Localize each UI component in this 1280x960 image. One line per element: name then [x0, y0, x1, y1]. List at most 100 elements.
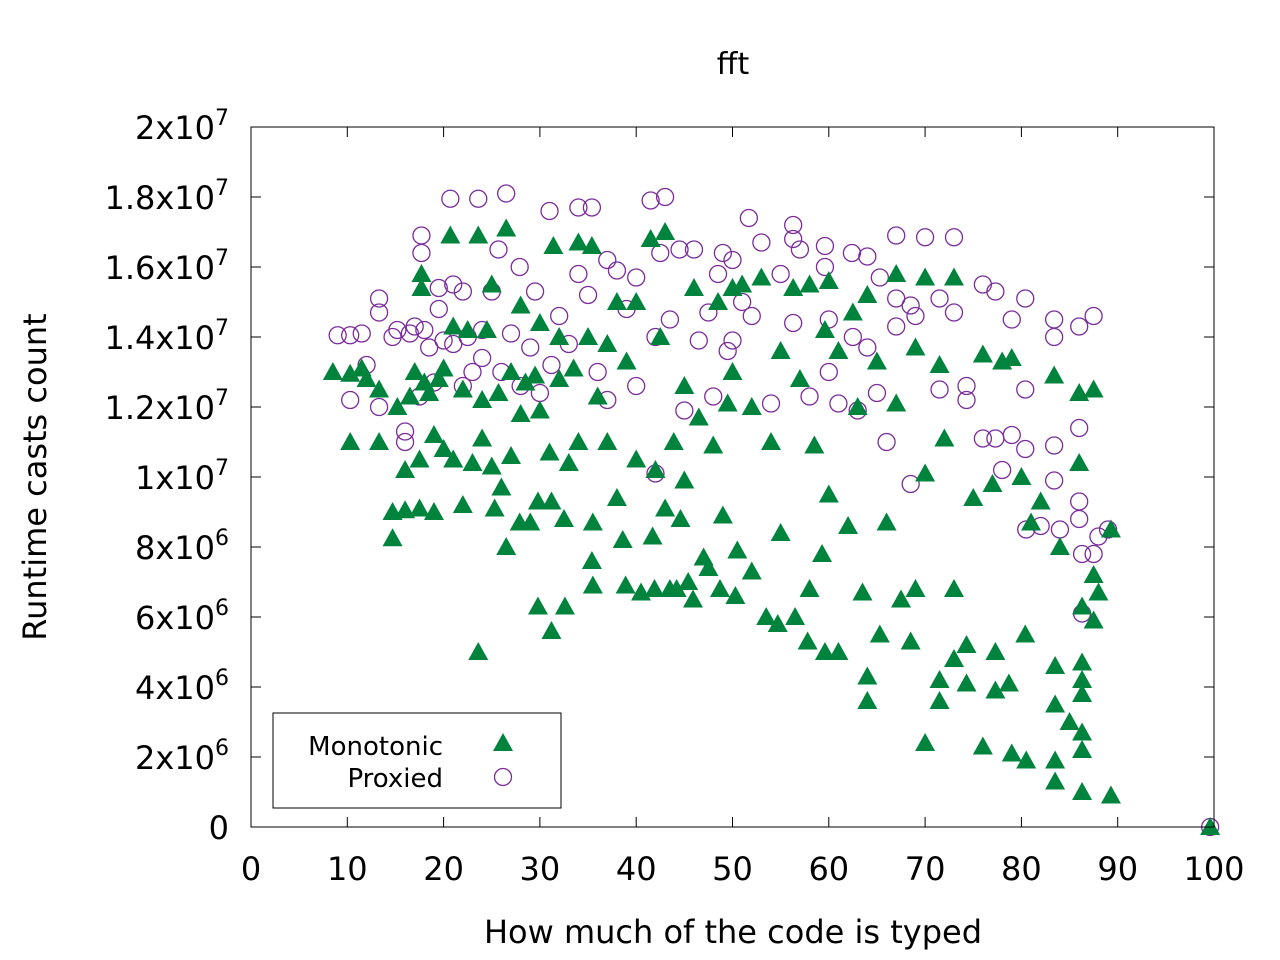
y-tick-label: 1x107: [135, 456, 229, 497]
proxied-point: [689, 331, 708, 350]
monotonic-point: [838, 516, 859, 534]
monotonic-point: [785, 607, 806, 625]
proxied-point: [713, 243, 733, 263]
monotonic-point: [1016, 750, 1037, 769]
legend: Monotonic Proxied: [272, 712, 562, 809]
proxied-point: [569, 264, 588, 284]
proxied-point: [784, 215, 803, 235]
monotonic-point: [382, 528, 403, 547]
monotonic-point: [395, 500, 416, 519]
x-tick-label: 60: [808, 850, 849, 888]
monotonic-point: [1072, 670, 1093, 688]
proxied-point: [1084, 306, 1103, 326]
monotonic-point: [1200, 817, 1221, 835]
monotonic-point: [804, 435, 825, 454]
legend-triangle-icon: [493, 733, 513, 751]
monotonic-point: [582, 512, 603, 531]
proxied-point: [1070, 418, 1089, 438]
monotonic-point: [650, 327, 671, 345]
monotonic-point: [688, 407, 709, 426]
proxied-point: [986, 282, 1005, 301]
monotonic-point: [797, 631, 818, 650]
monotonic-point: [558, 453, 579, 471]
proxied-point: [761, 394, 781, 413]
proxied-point: [627, 376, 646, 396]
proxied-point: [887, 289, 906, 308]
monotonic-point: [1001, 743, 1022, 762]
proxied-point: [588, 362, 607, 382]
monotonic-point: [799, 579, 820, 597]
y-tick-label: 2x106: [135, 736, 229, 777]
proxied-point: [870, 268, 889, 287]
monotonic-point: [915, 733, 936, 751]
y-tick-label: 1.4x107: [104, 316, 229, 357]
proxied-point: [992, 460, 1012, 480]
monotonic-point: [488, 383, 509, 401]
monotonic-point: [1072, 722, 1093, 741]
monotonic-point: [409, 449, 430, 468]
proxied-point: [1072, 544, 1092, 564]
monotonic-point: [818, 271, 839, 289]
monotonic-point: [340, 363, 361, 382]
monotonic-point: [563, 358, 584, 377]
proxied-point: [887, 226, 906, 245]
monotonic-point: [423, 425, 444, 443]
proxied-point: [708, 264, 728, 284]
monotonic-point: [462, 453, 483, 471]
proxied-point: [815, 236, 835, 256]
proxied-point: [771, 264, 790, 284]
monotonic-point: [655, 222, 676, 240]
monotonic-point: [929, 691, 950, 709]
monotonic-point: [1059, 712, 1080, 730]
monotonic-point: [543, 236, 564, 254]
proxied-point: [542, 355, 561, 375]
monotonic-point: [886, 264, 907, 282]
proxied-point: [1044, 327, 1064, 347]
monotonic-point: [929, 670, 950, 688]
legend-label-proxied: Proxied: [347, 764, 443, 794]
x-tick-label: 30: [520, 850, 561, 888]
monotonic-point: [915, 267, 936, 286]
chart-title: fft: [717, 47, 750, 82]
legend-label-monotonic: Monotonic: [308, 732, 443, 762]
plot-area-border: [250, 126, 1215, 828]
proxied-point: [867, 383, 887, 403]
proxied-point: [901, 474, 920, 494]
monotonic-point: [1088, 582, 1109, 601]
proxied-point: [1070, 509, 1089, 529]
monotonic-point: [869, 624, 890, 643]
monotonic-point: [510, 404, 531, 422]
monotonic-point: [1045, 694, 1066, 713]
proxied-point: [1044, 436, 1064, 455]
monotonic-point: [751, 267, 772, 286]
monotonic-point: [1100, 785, 1121, 804]
x-tick-label: 90: [1097, 850, 1138, 888]
monotonic-point: [828, 341, 849, 359]
x-tick-label: 70: [905, 850, 946, 888]
monotonic-point: [615, 575, 636, 594]
monotonic-point: [915, 463, 936, 482]
monotonic-point: [527, 491, 548, 510]
monotonic-point: [943, 267, 964, 286]
monotonic-point: [998, 673, 1019, 692]
proxied-point: [627, 268, 646, 287]
x-tick-label: 0: [241, 850, 261, 888]
proxied-point: [607, 261, 627, 280]
monotonic-point: [527, 596, 548, 615]
monotonic-point: [767, 614, 788, 632]
proxied-point: [1016, 289, 1035, 308]
monotonic-point: [428, 369, 449, 387]
proxied-point: [887, 317, 906, 336]
proxied-point: [369, 397, 389, 417]
monotonic-point: [727, 540, 748, 559]
monotonic-point: [443, 449, 464, 468]
proxied-point: [704, 387, 723, 406]
monotonic-point: [529, 313, 550, 331]
proxied-point: [598, 250, 617, 270]
proxied-point: [415, 320, 434, 340]
proxied-point: [843, 327, 863, 347]
monotonic-point: [581, 551, 602, 569]
monotonic-point: [905, 579, 926, 597]
monotonic-point: [1069, 383, 1090, 401]
monotonic-point: [626, 292, 647, 310]
